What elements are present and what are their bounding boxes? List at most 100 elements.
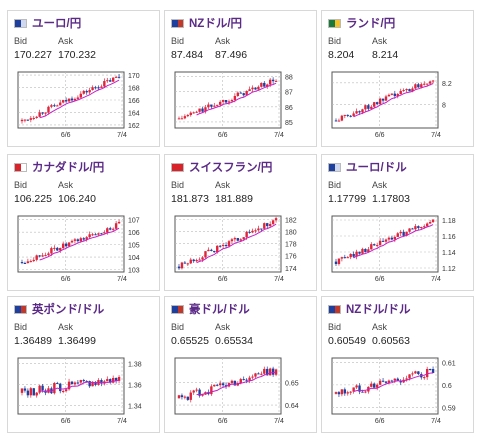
candle-body bbox=[44, 112, 47, 114]
candle-body bbox=[97, 233, 100, 235]
candle-body bbox=[213, 384, 216, 387]
card-title[interactable]: ユーロ/ドル bbox=[328, 159, 407, 175]
card-nzd-jpy[interactable]: NZドル/円 Bid Ask 87.484 87.496 88 87 86 85 6/6… bbox=[164, 10, 317, 147]
candle-body bbox=[414, 226, 417, 230]
nz-flag-icon bbox=[171, 18, 184, 28]
candle-body bbox=[59, 383, 62, 392]
plot-frame bbox=[17, 215, 125, 273]
pair-name[interactable]: ユーロ/ドル bbox=[346, 162, 407, 174]
candle-body bbox=[189, 392, 192, 400]
candle-body bbox=[337, 258, 341, 265]
candle-body bbox=[352, 253, 355, 257]
candlestick-chart[interactable]: 0.61 0.6 0.59 6/6 7/4 bbox=[328, 354, 462, 434]
candle-body bbox=[227, 241, 231, 247]
candle-body bbox=[201, 394, 204, 396]
bid-label: Bid bbox=[14, 322, 28, 332]
candle-body bbox=[268, 368, 272, 376]
card-title[interactable]: ユーロ/円 bbox=[14, 15, 81, 31]
card-gbp-usd[interactable]: 英ポンド/ドル Bid Ask 1.36489 1.36499 1.38 1.36… bbox=[7, 296, 160, 433]
card-title[interactable]: ランド/円 bbox=[328, 15, 395, 31]
candle-body bbox=[61, 243, 65, 248]
pair-name[interactable]: カナダドル/円 bbox=[32, 162, 105, 174]
pair-name[interactable]: NZドル/円 bbox=[189, 18, 243, 30]
card-nzd-usd[interactable]: NZドル/ドル Bid Ask 0.60549 0.60563 0.61 0.6 0… bbox=[321, 296, 474, 433]
pair-name[interactable]: ランド/円 bbox=[346, 18, 396, 30]
card-title[interactable]: 英ポンド/ドル bbox=[14, 301, 104, 317]
pair-name[interactable]: スイスフラン/円 bbox=[189, 162, 273, 174]
candle-body bbox=[373, 383, 376, 388]
bid-value: 8.204 bbox=[328, 49, 355, 61]
candlestick-chart[interactable]: 88 87 86 85 6/6 7/4 bbox=[171, 68, 305, 148]
chart-svg: 8.2 8 6/6 7/4 bbox=[331, 71, 452, 139]
candlestick-chart[interactable]: 170 168 166 164 162 6/6 7/4 bbox=[14, 68, 148, 148]
card-title[interactable]: スイスフラン/円 bbox=[171, 159, 272, 175]
y-tick-label: 164 bbox=[128, 110, 140, 117]
candle-body bbox=[32, 259, 35, 262]
y-tick-label: 0.61 bbox=[442, 360, 456, 367]
card-title[interactable]: NZドル/ドル bbox=[328, 301, 411, 317]
candle-body bbox=[425, 83, 429, 85]
candle-body bbox=[358, 251, 361, 254]
candle-body bbox=[346, 257, 349, 259]
bid-label: Bid bbox=[14, 36, 28, 46]
candle-body bbox=[216, 104, 219, 106]
candle-body bbox=[117, 221, 121, 224]
card-title[interactable]: 豪ドル/ドル bbox=[171, 301, 250, 317]
candle-body bbox=[29, 261, 33, 263]
candle-body bbox=[251, 376, 254, 378]
candlestick-chart[interactable]: 8.2 8 6/6 7/4 bbox=[328, 68, 462, 148]
candlestick-chart[interactable]: 107 106 105 104 103 6/6 7/4 bbox=[14, 212, 148, 292]
candle-body bbox=[64, 389, 68, 392]
card-title[interactable]: NZドル/円 bbox=[171, 15, 242, 31]
candle-body bbox=[355, 111, 358, 114]
candle-body bbox=[109, 379, 112, 383]
candle-body bbox=[390, 93, 394, 95]
candlestick-chart[interactable]: 0.65 0.64 6/6 7/4 bbox=[171, 354, 305, 434]
candle-body bbox=[268, 224, 272, 227]
candle-body bbox=[230, 380, 234, 384]
x-tick-label: 6/6 bbox=[218, 418, 228, 425]
candle-body bbox=[242, 379, 245, 381]
card-eur-jpy[interactable]: ユーロ/円 Bid Ask 170.227 170.232 170 168 166 1… bbox=[7, 10, 160, 147]
candle-body bbox=[61, 100, 65, 103]
pair-name[interactable]: 英ポンド/ドル bbox=[32, 304, 105, 316]
candle-body bbox=[106, 228, 109, 233]
card-cad-jpy[interactable]: カナダドル/円 Bid Ask 106.225 106.240 107 106 10… bbox=[7, 154, 160, 291]
candle-body bbox=[334, 120, 338, 122]
card-eur-usd[interactable]: ユーロ/ドル Bid Ask 1.17799 1.17803 1.18 1.16 1… bbox=[321, 154, 474, 291]
candle-body bbox=[91, 382, 94, 387]
candle-body bbox=[387, 237, 391, 240]
candlestick-chart[interactable]: 1.38 1.36 1.34 6/6 7/4 bbox=[14, 354, 148, 434]
candle-body bbox=[177, 395, 181, 399]
pair-name[interactable]: 豪ドル/ドル bbox=[189, 304, 250, 316]
card-aud-usd[interactable]: 豪ドル/ドル Bid Ask 0.65525 0.65534 0.65 0.64 6… bbox=[164, 296, 317, 433]
card-title[interactable]: カナダドル/円 bbox=[14, 159, 104, 175]
card-zar-jpy[interactable]: ランド/円 Bid Ask 8.204 8.214 8.2 8 6/6 7/4 bbox=[321, 10, 474, 147]
chart-svg: 107 106 105 104 103 6/6 7/4 bbox=[17, 215, 140, 283]
candle-body bbox=[271, 79, 275, 82]
candle-body bbox=[100, 380, 103, 384]
y-tick-label: 103 bbox=[128, 268, 140, 275]
candle-body bbox=[411, 88, 414, 92]
candle-body bbox=[428, 81, 432, 84]
candle-body bbox=[38, 255, 41, 257]
candle-body bbox=[35, 392, 38, 396]
candle-body bbox=[186, 396, 190, 400]
candle-body bbox=[361, 109, 364, 113]
y-tick-label: 104 bbox=[128, 255, 140, 262]
card-chf-jpy[interactable]: スイスフラン/円 Bid Ask 181.873 181.889 182 180 1… bbox=[164, 154, 317, 291]
x-tick-label: 6/6 bbox=[218, 276, 228, 283]
pair-name[interactable]: NZドル/ドル bbox=[346, 304, 411, 316]
bid-value: 87.484 bbox=[171, 49, 204, 61]
bid-value: 0.65525 bbox=[171, 335, 209, 347]
candle-body bbox=[254, 230, 257, 232]
candlestick-chart[interactable]: 182 180 178 176 174 6/6 7/4 bbox=[171, 212, 305, 292]
candle-body bbox=[204, 107, 207, 112]
candle-body bbox=[114, 377, 118, 381]
candle-body bbox=[337, 120, 341, 122]
candle-body bbox=[408, 228, 411, 232]
ask-label: Ask bbox=[215, 36, 231, 46]
candlestick-chart[interactable]: 1.18 1.16 1.14 1.12 6/6 7/4 bbox=[328, 212, 462, 292]
pair-name[interactable]: ユーロ/円 bbox=[32, 18, 82, 30]
candle-body bbox=[230, 239, 234, 242]
